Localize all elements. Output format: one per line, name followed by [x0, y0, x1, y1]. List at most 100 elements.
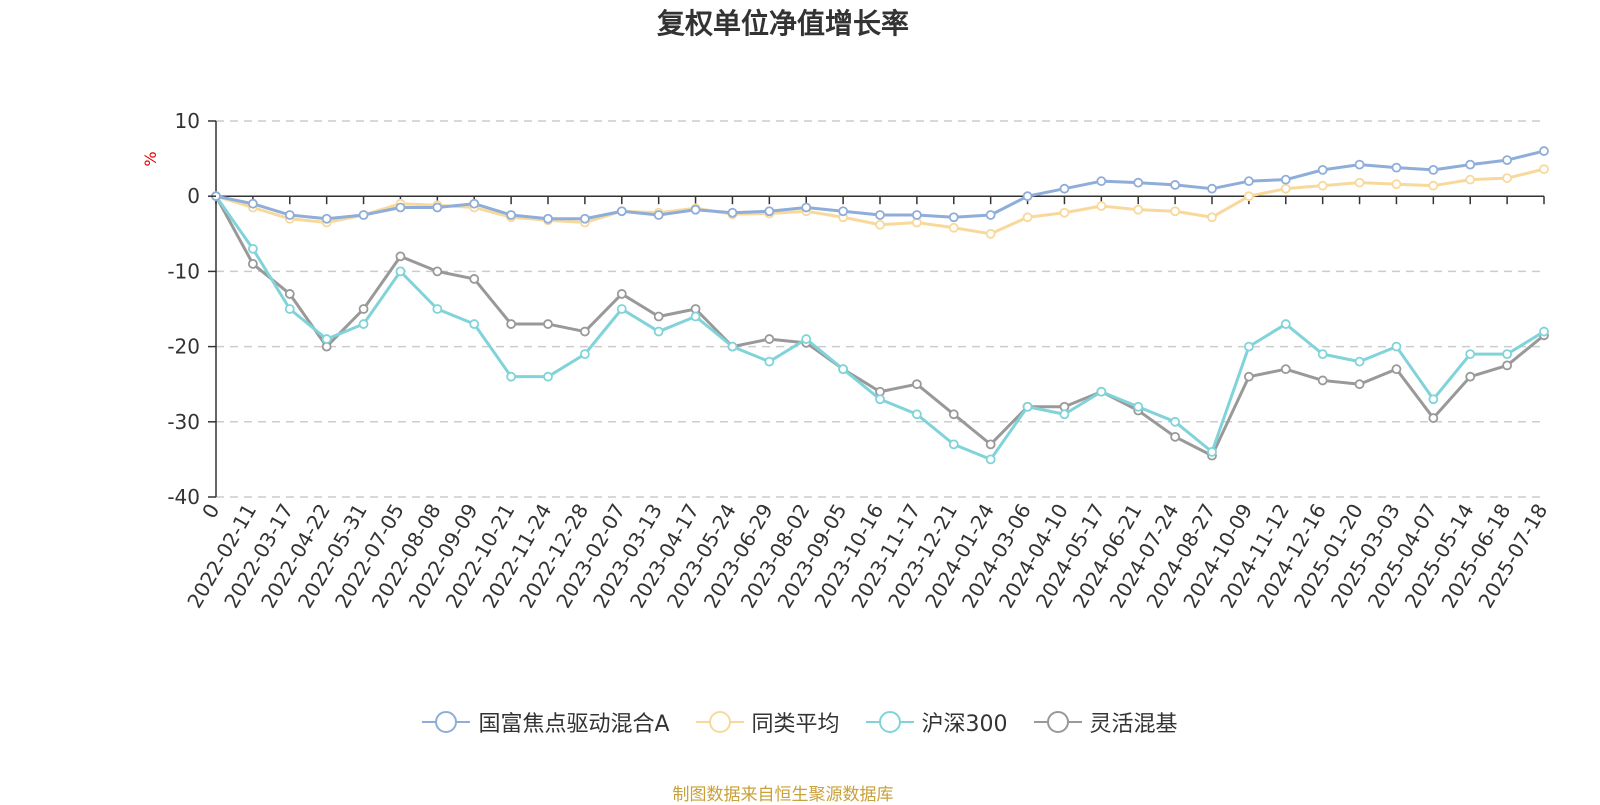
data-point[interactable] — [247, 198, 258, 209]
data-point[interactable] — [1539, 326, 1549, 337]
data-point[interactable] — [579, 213, 590, 224]
data-point[interactable] — [1059, 183, 1070, 194]
data-point[interactable] — [616, 304, 627, 314]
data-point[interactable] — [1391, 341, 1402, 352]
data-point[interactable] — [727, 207, 738, 218]
data-point[interactable] — [764, 356, 775, 367]
data-point[interactable] — [764, 206, 775, 217]
data-point[interactable] — [1207, 183, 1217, 194]
data-point[interactable] — [1243, 176, 1254, 187]
data-point[interactable] — [1022, 212, 1033, 223]
data-point[interactable] — [690, 204, 701, 215]
data-point[interactable] — [1170, 416, 1181, 427]
data-point[interactable] — [1096, 386, 1107, 397]
data-point[interactable] — [1170, 206, 1181, 217]
data-point[interactable] — [1207, 446, 1217, 457]
legend-item-peer-average[interactable]: 同类平均 — [695, 706, 840, 738]
data-point[interactable] — [1207, 212, 1217, 223]
data-point[interactable] — [1391, 162, 1402, 173]
data-point[interactable] — [985, 210, 996, 220]
data-point[interactable] — [543, 371, 553, 382]
data-point[interactable] — [1280, 183, 1291, 194]
data-point[interactable] — [1317, 180, 1328, 191]
data-point[interactable] — [321, 334, 332, 344]
data-point[interactable] — [616, 289, 627, 299]
data-point[interactable] — [948, 409, 959, 420]
data-point[interactable] — [432, 202, 443, 213]
data-point[interactable] — [653, 210, 664, 220]
data-point[interactable] — [1059, 207, 1070, 218]
data-point[interactable] — [1317, 349, 1328, 360]
data-point[interactable] — [247, 258, 258, 269]
data-point[interactable] — [543, 213, 553, 224]
data-point[interactable] — [284, 289, 295, 299]
data-point[interactable] — [506, 371, 517, 382]
data-point[interactable] — [1354, 177, 1365, 188]
data-point[interactable] — [1428, 394, 1439, 405]
data-point[interactable] — [469, 274, 480, 284]
data-point[interactable] — [1133, 177, 1144, 188]
data-point[interactable] — [1022, 401, 1033, 412]
data-point[interactable] — [247, 243, 258, 254]
data-point[interactable] — [1243, 191, 1254, 202]
data-point[interactable] — [911, 210, 922, 220]
data-point[interactable] — [911, 409, 922, 420]
data-point[interactable] — [653, 311, 664, 322]
data-point[interactable] — [469, 319, 480, 329]
data-point[interactable] — [579, 349, 590, 360]
data-point[interactable] — [875, 219, 885, 230]
data-point[interactable] — [911, 379, 922, 390]
data-point[interactable] — [1022, 191, 1033, 202]
data-point[interactable] — [948, 212, 959, 223]
data-point[interactable] — [1428, 180, 1439, 191]
data-point[interactable] — [469, 198, 480, 209]
data-point[interactable] — [1465, 371, 1476, 382]
data-point[interactable] — [985, 454, 996, 465]
data-point[interactable] — [579, 326, 590, 337]
data-point[interactable] — [1354, 356, 1365, 367]
data-point[interactable] — [1539, 146, 1549, 156]
data-point[interactable] — [1539, 164, 1549, 175]
data-point[interactable] — [1502, 349, 1513, 360]
data-point[interactable] — [653, 326, 664, 337]
legend-item-flexible-mixed[interactable]: 灵活混基 — [1033, 706, 1178, 738]
data-point[interactable] — [948, 439, 959, 450]
data-point[interactable] — [1243, 371, 1254, 382]
legend-item-fund[interactable]: 国富焦点驱动混合A — [422, 706, 670, 738]
data-point[interactable] — [1391, 364, 1402, 375]
data-point[interactable] — [727, 341, 738, 352]
data-point[interactable] — [985, 439, 996, 450]
data-point[interactable] — [690, 311, 701, 322]
data-point[interactable] — [1502, 155, 1513, 166]
data-point[interactable] — [1428, 164, 1439, 175]
data-point[interactable] — [1502, 360, 1513, 371]
data-point[interactable] — [506, 210, 517, 220]
data-point[interactable] — [1465, 174, 1476, 185]
data-point[interactable] — [1096, 176, 1107, 187]
data-point[interactable] — [764, 334, 775, 344]
data-point[interactable] — [616, 206, 627, 217]
data-point[interactable] — [358, 210, 369, 220]
data-point[interactable] — [801, 202, 812, 213]
data-point[interactable] — [321, 213, 332, 224]
data-point[interactable] — [284, 210, 295, 220]
data-point[interactable] — [948, 222, 959, 233]
data-point[interactable] — [838, 364, 849, 375]
data-point[interactable] — [801, 334, 812, 344]
data-point[interactable] — [1465, 159, 1476, 170]
data-point[interactable] — [1059, 409, 1070, 420]
data-point[interactable] — [506, 319, 517, 329]
data-point[interactable] — [358, 304, 369, 314]
data-point[interactable] — [1280, 364, 1291, 375]
data-point[interactable] — [1354, 159, 1365, 170]
data-point[interactable] — [1428, 413, 1439, 423]
data-point[interactable] — [1280, 174, 1291, 185]
data-point[interactable] — [1280, 319, 1291, 329]
data-point[interactable] — [1243, 341, 1254, 352]
data-point[interactable] — [543, 319, 553, 329]
data-point[interactable] — [358, 319, 369, 329]
data-point[interactable] — [1502, 173, 1513, 184]
data-point[interactable] — [284, 304, 295, 314]
data-point[interactable] — [1170, 431, 1181, 442]
legend-item-csi300[interactable]: 沪深300 — [865, 706, 1008, 738]
